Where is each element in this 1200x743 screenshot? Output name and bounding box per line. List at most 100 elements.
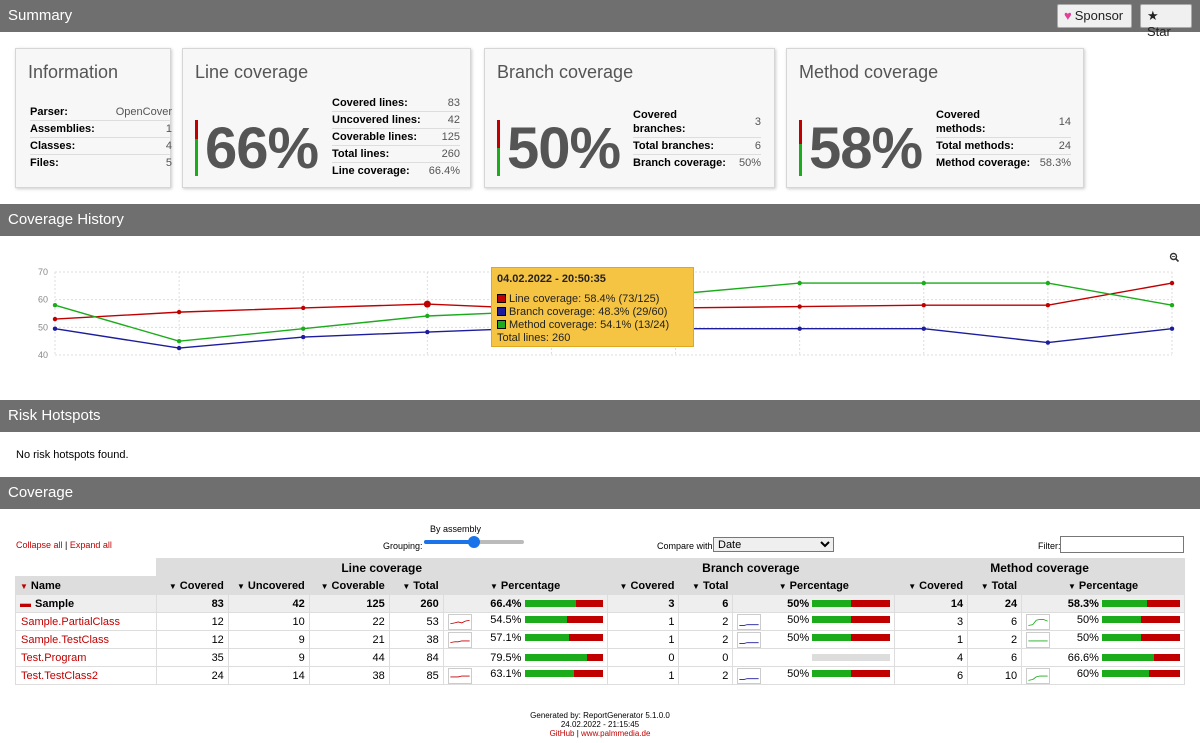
github-link[interactable]: GitHub — [549, 729, 575, 738]
line-uncovered: 42 — [227, 594, 310, 613]
grouping-slider-thumb[interactable] — [468, 536, 480, 548]
footer-separator: | — [576, 729, 579, 738]
line-total: 85 — [388, 666, 444, 685]
col-branch-percentage[interactable]: ▼ Percentage — [732, 576, 896, 595]
method-total: 6 — [967, 648, 1023, 667]
line-total: 260 — [388, 594, 444, 613]
coverage-bar — [1102, 670, 1180, 678]
col-line-total[interactable]: ▼ Total — [388, 576, 444, 595]
col-line-uncovered[interactable]: ▼ Uncovered — [227, 576, 310, 595]
y-tick-label: 70 — [38, 267, 48, 277]
stat-key: Total methods: — [936, 137, 1040, 155]
col-method-percentage[interactable]: ▼ Percentage — [1021, 576, 1185, 595]
line-covered: 24 — [155, 666, 229, 685]
line-coverable: 21 — [308, 630, 390, 649]
branch-covered: 3 — [606, 594, 680, 613]
sort-icon: ▼ — [402, 581, 411, 591]
summary-header: Summary — [0, 0, 1200, 32]
col-line-coverable[interactable]: ▼ Coverable — [308, 576, 390, 595]
line-percentage-cell: 57.1% — [442, 630, 608, 649]
sponsor-button[interactable]: ♥ Sponsor — [1057, 4, 1132, 28]
data-point — [425, 313, 430, 319]
assembly-name-cell[interactable]: ▬ Sample — [15, 594, 157, 613]
branch-coverage-card: Branch coverage 50% Covered branches: 3 T… — [484, 48, 775, 188]
sort-icon: ▼ — [237, 581, 245, 591]
coverage-bar — [812, 634, 891, 642]
line-covered: 35 — [155, 648, 229, 667]
collapse-icon[interactable]: ▬ — [20, 597, 31, 610]
line-uncovered: 9 — [227, 630, 310, 649]
col-method-covered[interactable]: ▼ Covered — [894, 576, 969, 595]
line-covered: 12 — [155, 612, 229, 631]
stat-key: Covered lines: — [332, 95, 429, 112]
sort-icon: ▼ — [619, 581, 628, 591]
line-percentage: 63.1% — [490, 667, 522, 680]
coverage-bar — [1102, 634, 1180, 642]
class-link[interactable]: Test.TestClass2 — [21, 669, 99, 682]
coverage-bar — [524, 600, 603, 608]
branch-total: 2 — [678, 630, 734, 649]
col-line-covered[interactable]: ▼ Covered — [155, 576, 229, 595]
tooltip-line: Line coverage: 58.4% (73/125) — [509, 293, 660, 305]
method-percentage: 50% — [1076, 631, 1099, 644]
col-method-total[interactable]: ▼ Total — [967, 576, 1023, 595]
class-link[interactable]: Test.Program — [21, 651, 87, 664]
coverage-bar — [1102, 616, 1180, 624]
collapse-all-link[interactable]: Collapse all — [16, 540, 63, 550]
heart-icon: ♥ — [1064, 8, 1072, 23]
method-coverage-title: Method coverage — [799, 62, 939, 82]
branch-percentage-cell — [732, 648, 896, 667]
stat-value: 3 — [738, 107, 761, 138]
branch-coverage-percent: 50% — [507, 116, 621, 181]
class-name-cell[interactable]: Test.Program — [15, 648, 157, 667]
method-total: 24 — [967, 594, 1023, 613]
line-percentage: 79.5% — [490, 651, 522, 664]
sponsor-label: Sponsor — [1074, 8, 1124, 23]
line-coverage-gauge — [195, 120, 198, 176]
class-name-cell[interactable]: Sample.TestClass — [15, 630, 157, 649]
class-name-cell[interactable]: Test.TestClass2 — [15, 666, 157, 685]
legend-swatch-red — [497, 294, 506, 303]
class-link[interactable]: Sample.PartialClass — [21, 615, 121, 628]
line-coverable: 125 — [308, 594, 390, 613]
website-link[interactable]: www.palmmedia.de — [581, 729, 651, 738]
coverage-bar — [812, 600, 891, 608]
y-tick-label: 50 — [38, 322, 48, 332]
method-covered: 3 — [894, 612, 969, 631]
sort-icon: ▼ — [778, 581, 787, 591]
history-sparkline — [447, 667, 472, 684]
grouping-slider[interactable] — [424, 536, 524, 548]
coverage-history-title: Coverage History — [8, 211, 124, 228]
coverage-title: Coverage — [8, 484, 74, 501]
chart-y-ticks: 70 60 50 40 — [38, 267, 48, 360]
filter-input[interactable] — [1060, 536, 1184, 553]
risk-hotspots-title: Risk Hotspots — [8, 407, 101, 424]
method-percentage: 60% — [1076, 667, 1099, 680]
compare-select[interactable]: Date — [713, 537, 834, 552]
branch-total: 2 — [678, 666, 734, 685]
class-name-cell[interactable]: Sample.PartialClass — [15, 612, 157, 631]
stat-key: Covered branches: — [633, 107, 739, 138]
history-sparkline — [1026, 631, 1051, 648]
data-point — [301, 305, 306, 311]
line-total: 38 — [388, 630, 444, 649]
sort-icon: ▼ — [320, 581, 329, 591]
line-coverage-group: Line coverage — [155, 558, 608, 577]
history-sparkline — [737, 613, 762, 630]
branch-coverage-table: Covered branches: 3 Total branches: 6 Bran… — [633, 107, 761, 171]
method-percentage-cell: 58.3% — [1021, 594, 1185, 613]
line-coverage-percent: 66% — [205, 116, 319, 181]
star-button[interactable]: ★Star — [1140, 4, 1192, 39]
col-name[interactable]: ▼ Name — [15, 576, 157, 595]
footer-generated: Generated by: ReportGenerator 5.1.0.0 — [530, 711, 670, 720]
class-row: Sample.PartialClass 12 10 22 53 54.5% 1 2 50% 3… — [15, 612, 1185, 631]
history-sparkline — [1026, 667, 1051, 684]
expand-all-link[interactable]: Expand all — [69, 540, 112, 550]
col-line-percentage[interactable]: ▼ Percentage — [442, 576, 608, 595]
col-branch-covered[interactable]: ▼ Covered — [606, 576, 680, 595]
magnifier-icon[interactable] — [1169, 252, 1180, 263]
col-label: Uncovered — [247, 579, 305, 592]
class-link[interactable]: Sample.TestClass — [21, 633, 110, 646]
col-branch-total[interactable]: ▼ Total — [678, 576, 734, 595]
information-table: Parser: OpenCover Assemblies: 1 Classes: 4 … — [30, 104, 172, 171]
